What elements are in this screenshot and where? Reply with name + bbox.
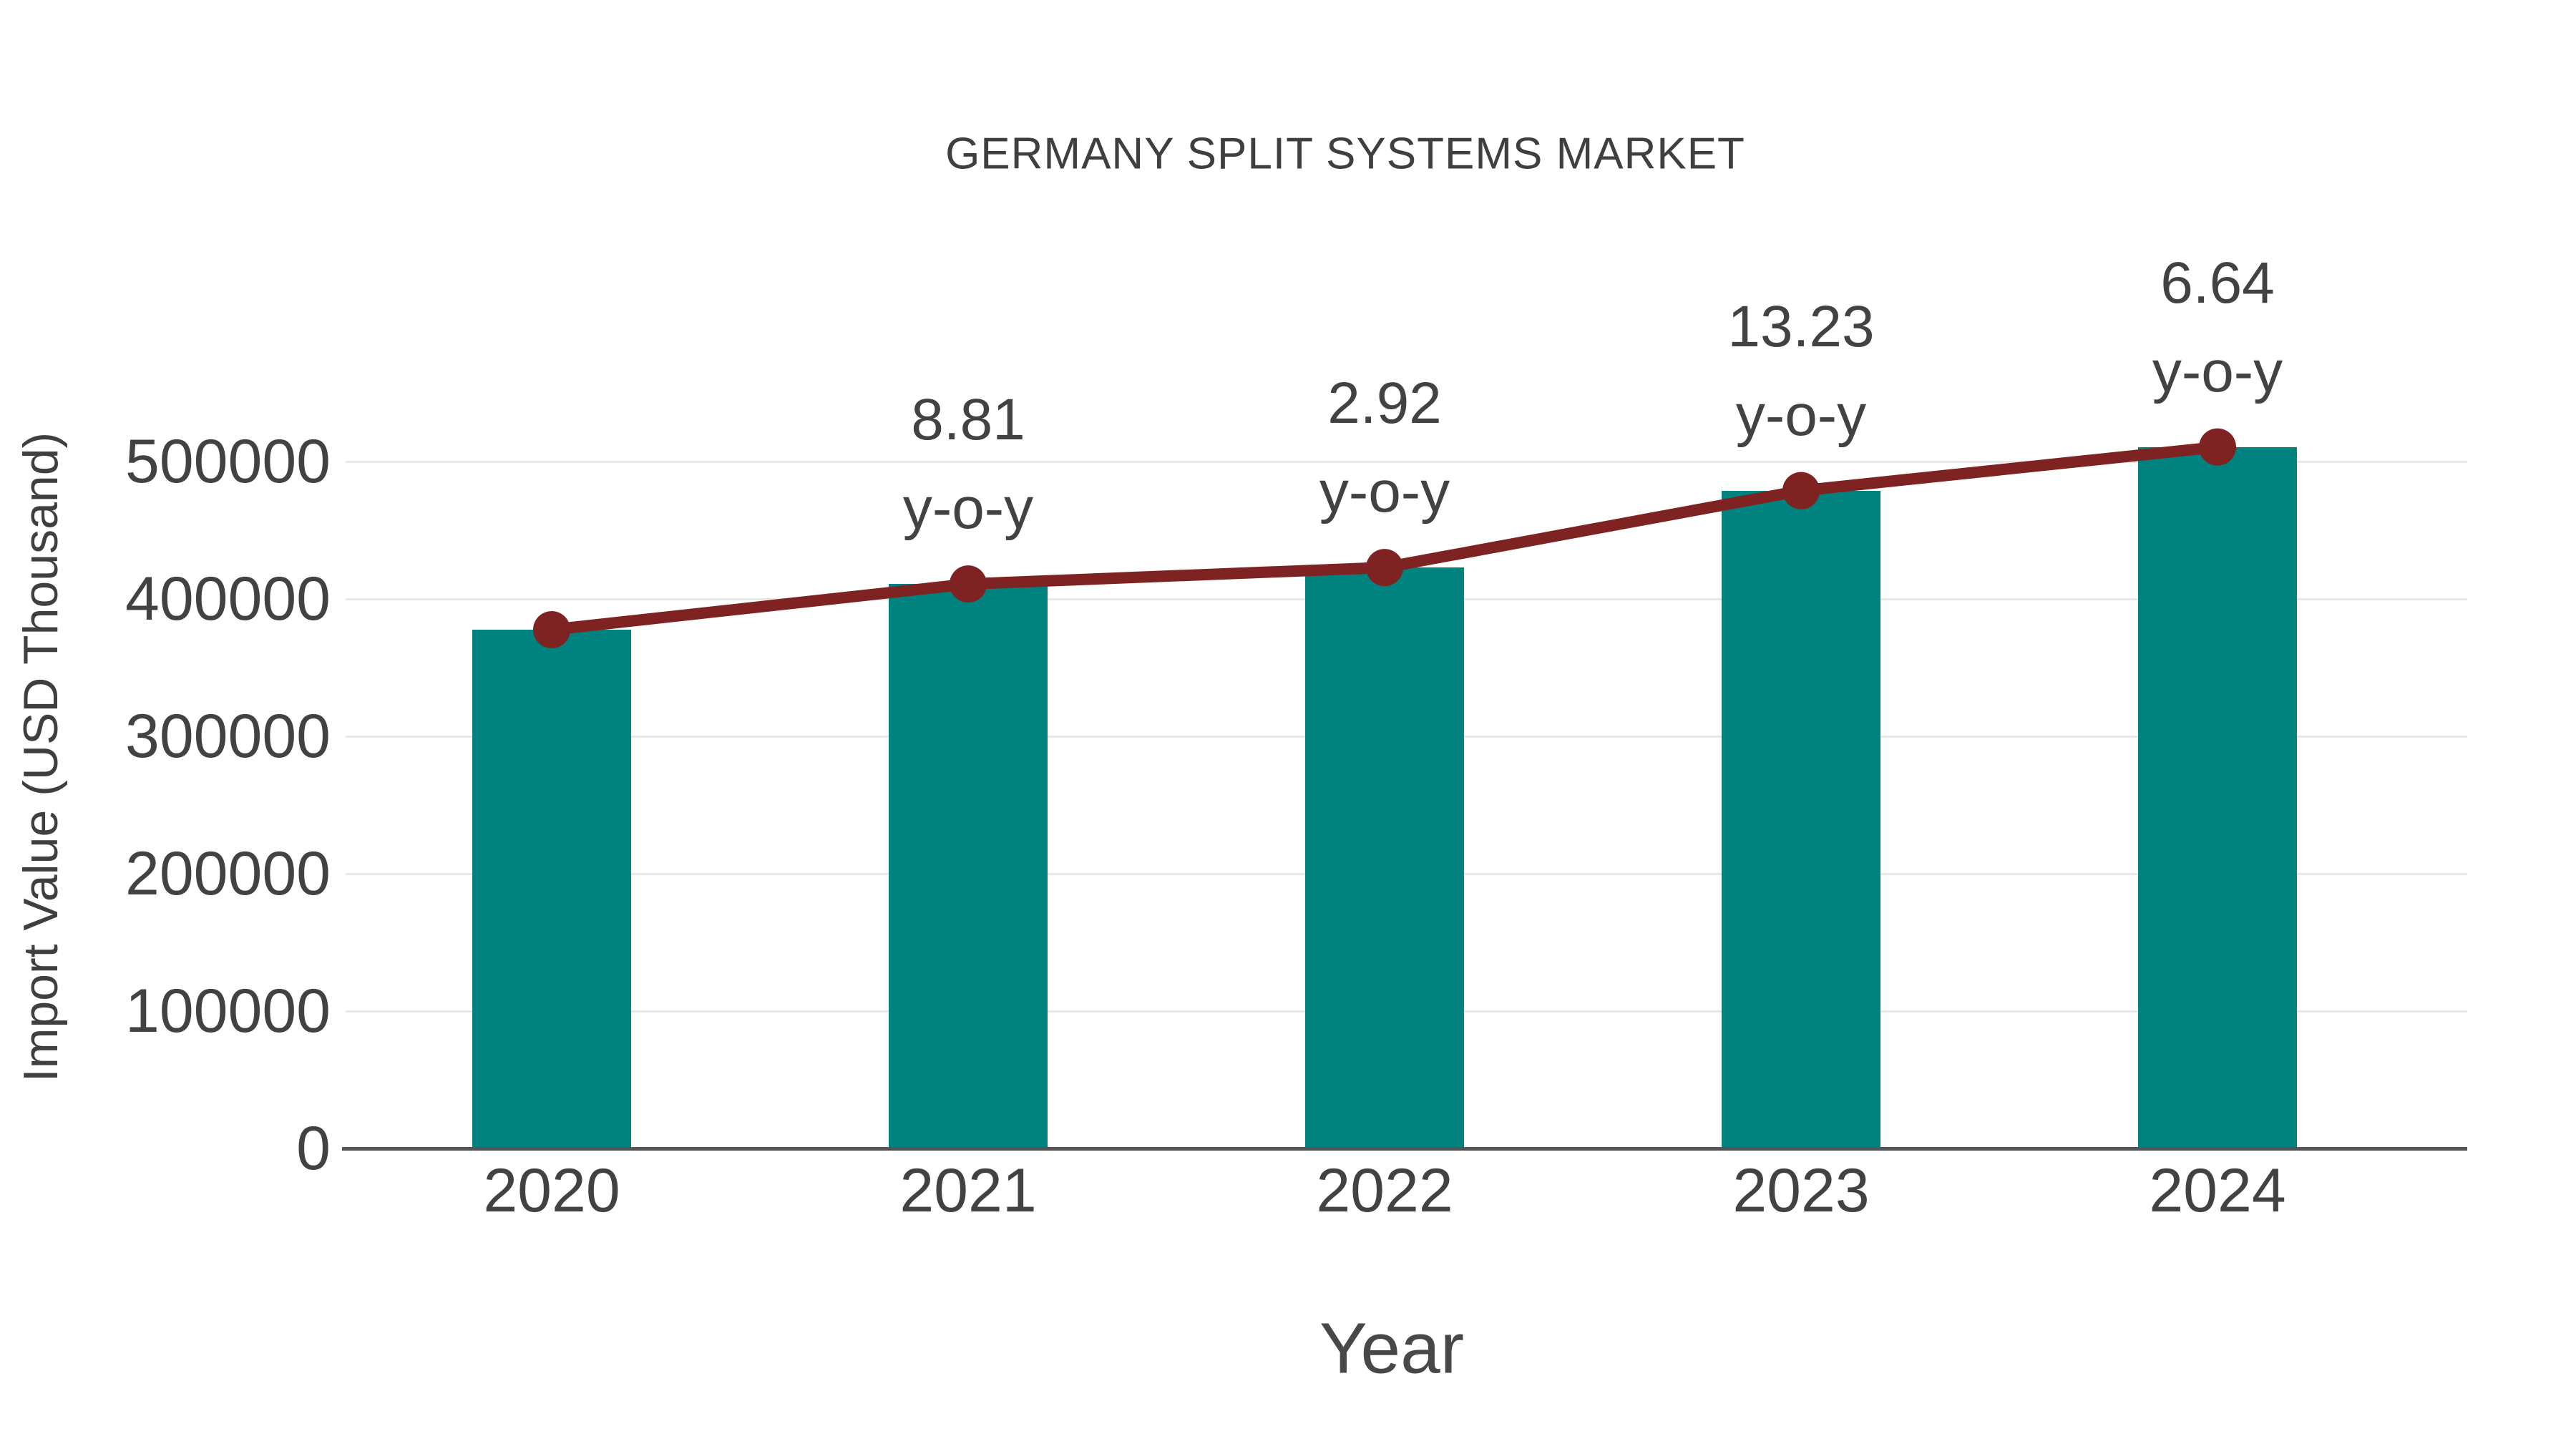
x-tick-label-2020: 2020 bbox=[483, 1156, 620, 1225]
bar-2022 bbox=[1305, 567, 1464, 1147]
x-tick-label-2021: 2021 bbox=[899, 1156, 1037, 1225]
x-tick-label-2022: 2022 bbox=[1316, 1156, 1453, 1225]
y-tick-label: 300000 bbox=[125, 702, 331, 771]
bar-2023 bbox=[1722, 490, 1880, 1147]
yoy-annotation-value-2023: 13.23 bbox=[1727, 293, 1875, 359]
yoy-annotation-suffix-2022: y-o-y bbox=[1319, 459, 1450, 525]
chart-title: GERMANY SPLIT SYSTEMS MARKET bbox=[945, 129, 1745, 179]
yoy-annotation-suffix-2021: y-o-y bbox=[902, 476, 1034, 542]
y-tick-label: 200000 bbox=[125, 839, 331, 908]
bar-2021 bbox=[889, 584, 1048, 1147]
y-tick-label: 400000 bbox=[125, 565, 331, 633]
x-tick-label-2024: 2024 bbox=[2149, 1156, 2286, 1225]
x-tick-label-2023: 2023 bbox=[1732, 1156, 1870, 1225]
y-tick-label: 0 bbox=[296, 1114, 331, 1183]
y-tick-label: 500000 bbox=[125, 427, 331, 496]
yoy-annotation-suffix-2023: y-o-y bbox=[1735, 382, 1867, 448]
yoy-annotation-value-2022: 2.92 bbox=[1327, 371, 1442, 436]
yoy-annotation-value-2024: 6.64 bbox=[2160, 250, 2275, 316]
x-axis-title: Year bbox=[1319, 1308, 1465, 1389]
y-tick-label: 100000 bbox=[125, 977, 331, 1045]
yoy-annotation-value-2021: 8.81 bbox=[911, 387, 1025, 453]
x-axis-line bbox=[342, 1147, 2467, 1151]
bar-2024 bbox=[2138, 447, 2297, 1147]
yoy-annotation-suffix-2024: y-o-y bbox=[2152, 338, 2283, 404]
bar-2020 bbox=[472, 630, 631, 1147]
